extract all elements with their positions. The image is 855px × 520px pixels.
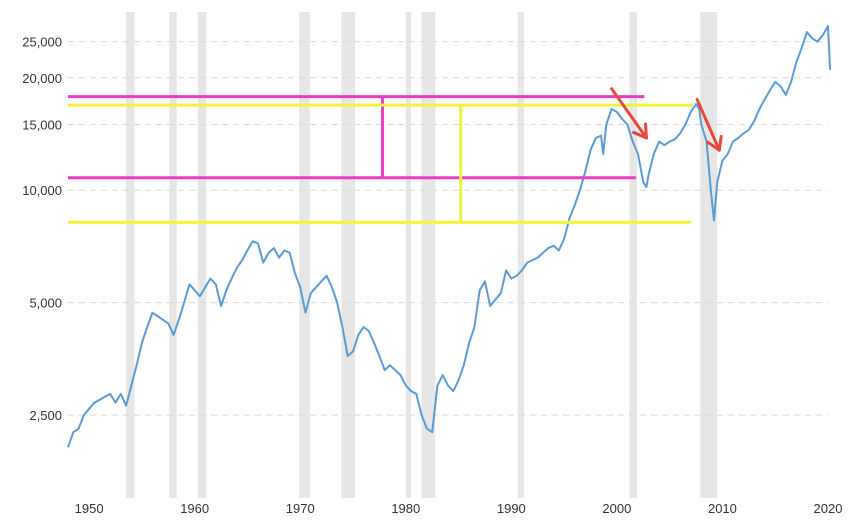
recession-band	[629, 12, 637, 498]
y-axis-ticks: 2,500 5,000 10,000 15,000 20,000 25,000	[22, 35, 62, 424]
annotation-arrow-shaft	[610, 87, 648, 140]
y-tick-label: 25,000	[22, 35, 62, 50]
annotation-arrow-head	[632, 122, 648, 140]
annotation-arrow-head	[706, 134, 723, 152]
x-tick-label: 1950	[75, 501, 104, 516]
x-tick-label: 1970	[286, 501, 315, 516]
recession-bands	[126, 12, 718, 498]
gridlines	[68, 41, 828, 416]
x-tick-label: 1980	[391, 501, 420, 516]
annotation-layer	[68, 87, 723, 224]
y-tick-label: 15,000	[22, 117, 62, 132]
x-axis-ticks: 1950 1960 1970 1980 1990 2000 2010 2020	[75, 501, 843, 516]
recession-band	[126, 12, 135, 498]
recession-band	[341, 12, 356, 498]
y-tick-label: 2,500	[29, 408, 62, 423]
x-tick-label: 1960	[180, 501, 209, 516]
x-tick-label: 1990	[497, 501, 526, 516]
y-tick-label: 10,000	[22, 183, 62, 198]
recession-band	[169, 12, 177, 498]
series-layer	[67, 25, 832, 448]
recession-band	[299, 12, 310, 498]
y-tick-label: 5,000	[29, 296, 62, 311]
recession-band	[700, 12, 718, 498]
x-tick-label: 2020	[814, 501, 843, 516]
recession-band	[405, 12, 412, 498]
x-tick-label: 2010	[708, 501, 737, 516]
x-tick-label: 2000	[602, 501, 631, 516]
series-line	[67, 25, 832, 448]
recession-band	[197, 12, 207, 498]
y-tick-label: 20,000	[22, 71, 62, 86]
annotation-arrow-shaft	[695, 97, 721, 152]
recession-band	[421, 12, 436, 498]
recession-band	[517, 12, 524, 498]
